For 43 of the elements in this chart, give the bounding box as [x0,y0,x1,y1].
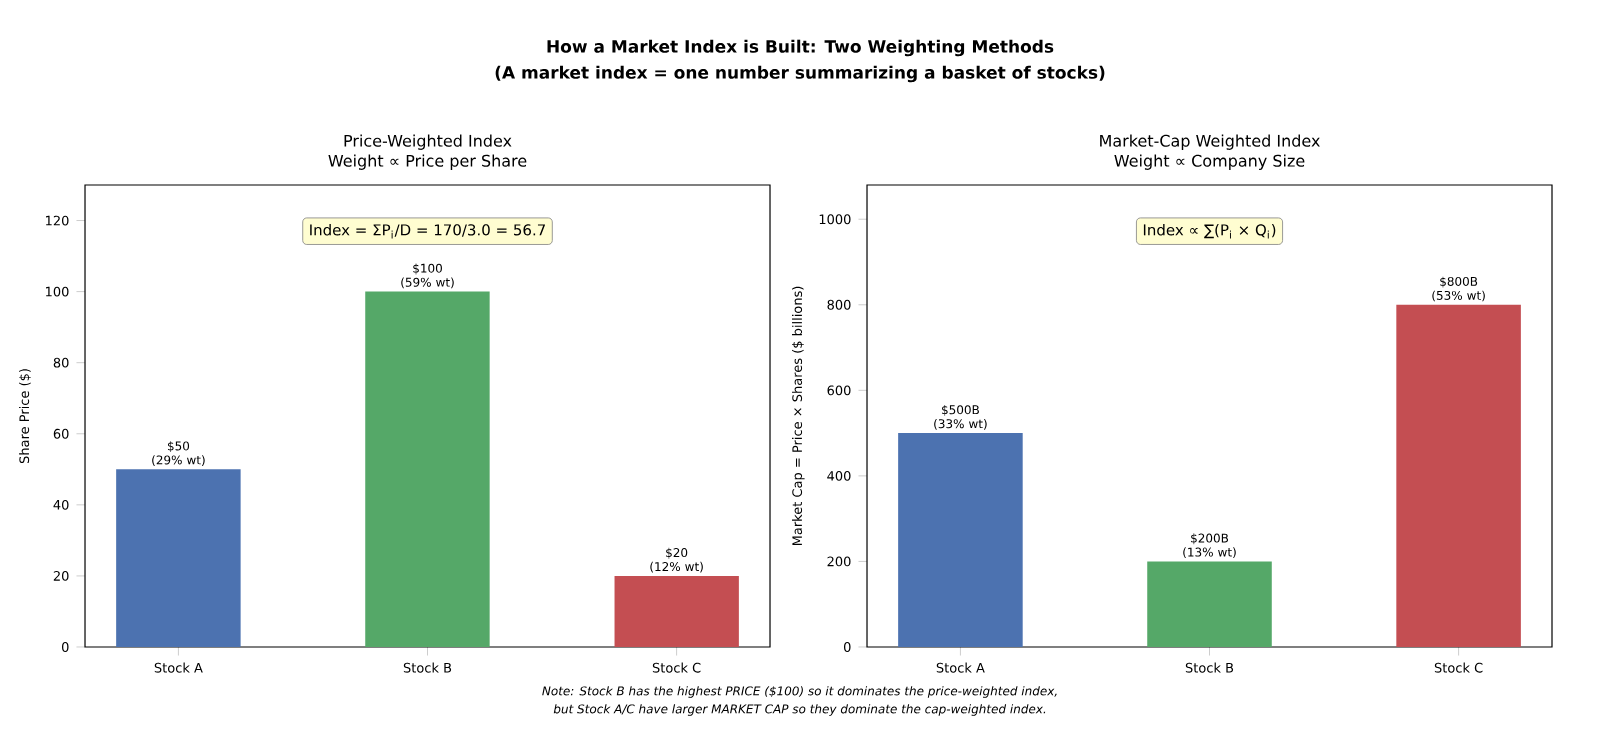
text: How a Market Index is Built: Two Weighting Methods [547,39,1054,57]
text: (A market index = one number summarizing a basket of stocks) [495,65,1105,83]
y-tick-label: 80 [53,357,69,368]
bar [898,433,1023,647]
y-tick-label: 200 [827,556,851,567]
bar [614,575,739,647]
x-tick-label: Stock C [1434,662,1483,673]
text: but Stock A/C have larger MARKET CAP so they dominate the cap-weighted index. [553,704,1046,716]
y-tick-label: 40 [53,499,69,510]
x-tick-label: Stock B [1185,662,1234,673]
data-label: $20 (12% wt) [650,547,703,573]
y-tick-label: 20 [53,571,69,581]
annotation: $800B (53% wt) [1432,276,1485,302]
y-tick-label: 400 [827,470,851,481]
annotation: Index = ΣP$_{i}$/D = 170/3.0 = 56.7 [310,223,545,239]
chart-title: Price-Weighted Index [344,134,512,150]
bar [116,469,241,647]
y-axis-title: Market Cap = Price × Shares ($ billions) [792,286,805,546]
y-tick-label: 0 [843,642,851,652]
text: Note: Stock B has the highest PRICE ($100) so it dominates the price-weighted index, [542,686,1057,698]
y-tick-label: 600 [827,385,851,396]
y-tick-label: 100 [46,286,69,297]
x-tick-label: Stock B [403,662,452,673]
bar [365,291,490,647]
chart-title: Market-Cap Weighted Index [1100,134,1320,150]
bar [1147,561,1272,647]
bar [1396,304,1521,647]
data-label: $50 (29% wt) [152,441,205,466]
x-tick-label: Stock A [936,662,985,673]
y-tick-label: 120 [46,215,69,226]
chart-subtitle: Weight ∝ Company Size [1114,154,1305,170]
data-label: $100 (59% wt) [401,263,454,289]
annotation: Index ∝ ∑(P$_{i}$ × Q$_{i}$) [1143,223,1276,239]
chart-subtitle: Weight ∝ Price per Share [328,154,527,170]
x-tick-label: Stock A [154,662,203,673]
x-tick-label: Stock C [652,662,701,673]
y-tick-label: 800 [827,299,851,310]
annotation: $500B (33% wt) [934,404,987,430]
y-tick-label: 1000 [819,214,851,225]
annotation: $200B (13% wt) [1183,533,1236,559]
y-axis-title: Share Price ($) [19,369,31,464]
y-tick-label: 0 [61,642,69,652]
y-tick-label: 60 [53,428,69,439]
